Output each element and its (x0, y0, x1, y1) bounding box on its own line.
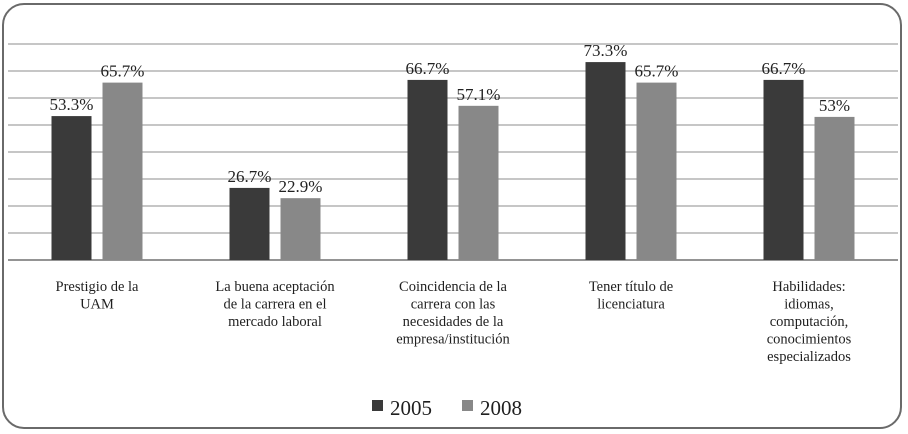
bar-2005-1 (229, 187, 270, 260)
bar-2008-4 (814, 116, 855, 261)
category-label-1: La buena aceptación de la carrera en el me… (215, 279, 335, 330)
bar-2005-0 (51, 116, 92, 260)
legend: 2005 2008 (372, 396, 522, 420)
value-label-2008-2: 57.1% (457, 85, 501, 104)
value-label-2005-2: 66.7% (406, 59, 450, 78)
bar-2008-2 (458, 105, 499, 260)
category-label-4: Habilidades: idiomas, computación, conocimi… (767, 279, 852, 365)
legend-swatch-2008 (462, 400, 473, 411)
category-label-3: Tener título de licenciatura (589, 279, 673, 313)
chart-frame (2, 3, 902, 429)
bar-2005-4 (763, 79, 804, 260)
legend-swatch-2005 (372, 400, 383, 411)
category-labels: Prestigio de la UAM La buena aceptación de … (56, 279, 852, 365)
bar-2008-3 (636, 82, 677, 260)
value-label-2008-4: 53% (819, 96, 850, 115)
value-label-2005-1: 26.7% (228, 167, 272, 186)
bar-2005-3 (585, 62, 626, 261)
category-label-2: Coincidencia de la carrera con las necesid… (396, 279, 510, 348)
value-label-2008-1: 22.9% (279, 177, 323, 196)
bars (51, 62, 855, 261)
bar-2005-2 (407, 79, 448, 260)
bar-2008-1 (280, 198, 321, 260)
value-label-2005-0: 53.3% (50, 95, 94, 114)
legend-label-2005: 2005 (390, 396, 432, 420)
legend-label-2008: 2008 (480, 396, 522, 420)
value-label-2005-3: 73.3% (584, 41, 628, 60)
value-label-2008-0: 65.7% (101, 62, 145, 81)
value-labels: 53.3% 65.7% 26.7% 22.9% 66.7% 57.1% 73.3% 65.7%… (50, 41, 851, 196)
grid-lines (8, 43, 898, 261)
bar-2008-0 (102, 82, 143, 260)
value-label-2008-3: 65.7% (635, 62, 679, 81)
category-label-0: Prestigio de la UAM (56, 279, 140, 313)
value-label-2005-4: 66.7% (762, 59, 806, 78)
